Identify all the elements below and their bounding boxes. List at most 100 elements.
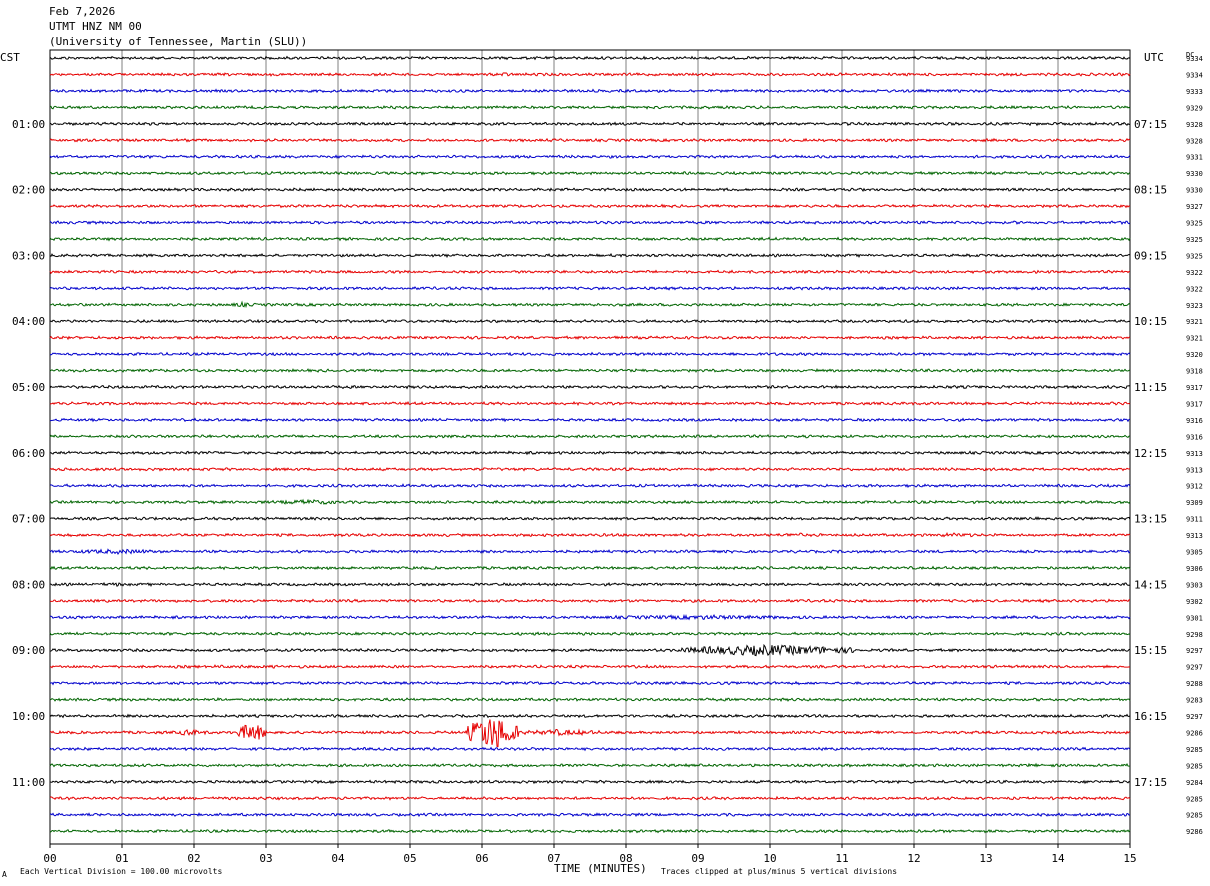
- clip-note: Traces clipped at plus/minus 5 vertical …: [661, 867, 897, 876]
- utc-hour-label: 16:15: [1134, 710, 1167, 723]
- cst-hour-label: 09:00: [12, 644, 45, 657]
- dc-offset-label: 9297: [1186, 713, 1203, 721]
- trace-line: [49, 532, 1131, 538]
- cst-hour-label: 02:00: [12, 184, 45, 197]
- corner-mark: A: [2, 870, 7, 879]
- utc-hour-label: 17:15: [1134, 776, 1167, 789]
- cst-hour-label: 10:00: [12, 710, 45, 723]
- dc-offset-label: 9322: [1186, 285, 1203, 293]
- trace-line: [49, 154, 1131, 160]
- trace-line: [49, 368, 1131, 373]
- dc-offset-label: 9311: [1186, 516, 1203, 524]
- dc-offset-label: 9286: [1186, 729, 1203, 737]
- dc-offset-label: 9321: [1186, 335, 1203, 343]
- dc-offset-label: 9285: [1186, 795, 1203, 803]
- utc-hour-labels: 07:15 08:15 09:15 10:15 11:15 12:15 13:15 14:15…: [1134, 118, 1167, 789]
- trace-line: [49, 121, 1131, 127]
- dc-offset-label: 9284: [1186, 779, 1203, 787]
- trace-line: [49, 828, 1131, 834]
- x-tick-label: 06: [475, 852, 488, 865]
- trace-line: [49, 300, 1131, 309]
- cst-axis-label: CST: [0, 51, 20, 64]
- trace-line: [49, 433, 1131, 439]
- trace-line: [49, 483, 1131, 489]
- cst-hour-label: 07:00: [12, 513, 45, 526]
- x-tick-label: 00: [43, 852, 56, 865]
- trace-line: [49, 104, 1131, 110]
- cst-hour-label: 01:00: [12, 118, 45, 131]
- trace-line: [49, 779, 1131, 785]
- dc-offset-label: 9329: [1186, 104, 1203, 112]
- plot-frame: [49, 49, 1131, 845]
- x-tick-label: 11: [835, 852, 848, 865]
- dc-offset-label: 9317: [1186, 384, 1203, 392]
- dc-offset-label: 9306: [1186, 565, 1203, 573]
- dc-offset-label: 9297: [1186, 664, 1203, 672]
- utc-hour-label: 12:15: [1134, 447, 1167, 460]
- utc-hour-label: 11:15: [1134, 381, 1167, 394]
- dc-offset-label: 9313: [1186, 532, 1203, 540]
- trace-line: [49, 548, 1131, 556]
- x-tick-label: 08: [619, 852, 632, 865]
- dc-offset-label: 9323: [1186, 302, 1203, 310]
- utc-hour-label: 08:15: [1134, 184, 1167, 197]
- x-axis-ticks: 00 01 02 03 04 05 06 07 08 09 10 11 12 13 14 15: [43, 844, 1137, 865]
- dc-offset-label: 9285: [1186, 746, 1203, 754]
- x-tick-label: 04: [331, 852, 345, 865]
- x-tick-label: 14: [1051, 852, 1065, 865]
- cst-hour-label: 08:00: [12, 578, 45, 591]
- cst-hour-label: 11:00: [12, 776, 45, 789]
- dc-offset-label: 9305: [1186, 549, 1203, 557]
- dc-offset-label: 9285: [1186, 762, 1203, 770]
- trace-line: [50, 663, 1131, 670]
- dc-offset-label: 9334: [1186, 55, 1203, 63]
- cst-hour-label: 05:00: [12, 381, 45, 394]
- trace-line: [49, 220, 1131, 225]
- trace-line: [49, 746, 1131, 752]
- trace-line: [49, 72, 1131, 77]
- dc-offset-label: 9328: [1186, 137, 1203, 145]
- dc-offset-label: 9303: [1186, 581, 1203, 589]
- dc-offset-label: 9331: [1186, 154, 1203, 162]
- dc-offset-label: 9328: [1186, 121, 1203, 129]
- trace-line: [49, 598, 1131, 604]
- dc-offset-label: 9325: [1186, 220, 1203, 228]
- x-tick-label: 13: [979, 852, 992, 865]
- x-axis-title: TIME (MINUTES): [554, 862, 647, 875]
- dc-label: DC: [1186, 51, 1194, 59]
- trace-line: [49, 88, 1131, 94]
- cst-hour-labels: 01:00 02:00 03:00 04:00 05:00 06:00 07:00 08:00…: [12, 118, 45, 789]
- dc-offset-label: 9330: [1186, 187, 1203, 195]
- dc-offset-label: 9317: [1186, 400, 1203, 408]
- trace-layer: [49, 55, 1131, 834]
- dc-offset-label: 9285: [1186, 812, 1203, 820]
- trace-line: [49, 137, 1131, 143]
- x-tick-label: 01: [115, 852, 128, 865]
- x-tick-label: 03: [259, 852, 272, 865]
- trace-line: [49, 812, 1131, 818]
- trace-line: [49, 631, 1131, 637]
- dc-offset-label: 9322: [1186, 269, 1203, 277]
- utc-hour-label: 14:15: [1134, 578, 1167, 591]
- cst-hour-label: 06:00: [12, 447, 45, 460]
- cst-hour-label: 04:00: [12, 315, 45, 328]
- dc-offset-label: 9313: [1186, 466, 1203, 474]
- trace-line: [49, 351, 1131, 357]
- dc-offset-label: 9321: [1186, 318, 1203, 326]
- x-tick-label: 09: [691, 852, 704, 865]
- trace-line: [49, 680, 1131, 686]
- trace-line: [49, 187, 1131, 193]
- trace-line: [49, 762, 1131, 768]
- dc-offset-label: 9333: [1186, 88, 1203, 96]
- trace-line: [49, 581, 1131, 588]
- x-tick-label: 15: [1123, 852, 1136, 865]
- x-tick-label: 02: [187, 852, 200, 865]
- dc-offset-label: 9309: [1186, 499, 1203, 507]
- dc-offset-label: 9301: [1186, 614, 1203, 622]
- x-tick-label: 05: [403, 852, 416, 865]
- dc-offset-labels: 9334 9334 9333 9329 9328 9328 9331 9330 9330 9327…: [1186, 55, 1203, 836]
- utc-axis-label: UTC: [1144, 51, 1164, 64]
- trace-line: [49, 565, 1131, 571]
- scale-note: Each Vertical Division = 100.00 microvol…: [20, 867, 222, 876]
